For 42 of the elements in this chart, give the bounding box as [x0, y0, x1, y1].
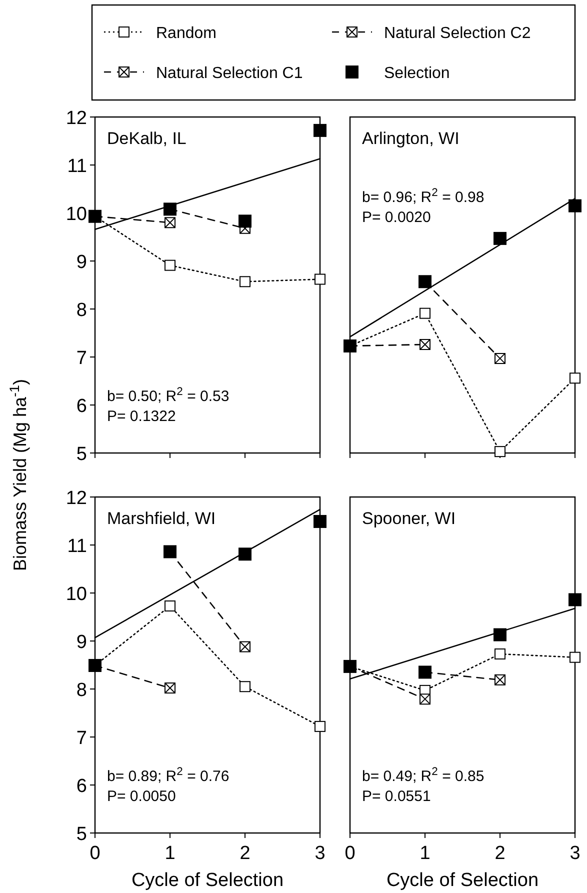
y-tick-label: 11	[67, 156, 87, 177]
x-tick-label: 2	[240, 843, 250, 864]
x-axis-title: Cycle of Selection	[386, 870, 539, 891]
text: DeKalb, IL	[107, 129, 186, 148]
y-tick-label: 5	[76, 444, 87, 465]
x-tick-label: 1	[420, 843, 430, 864]
y-tick-label: 12	[66, 108, 87, 129]
annotation: P= 0.1322	[107, 408, 176, 425]
x-tick-label: 0	[90, 843, 100, 864]
legend-label: Random	[156, 25, 216, 42]
y-tick-label: 5	[76, 824, 87, 845]
y-tick-label: 9	[76, 252, 87, 273]
annotation: b= 0.96; R$^{2}$ = 0.98	[362, 187, 484, 206]
y-tick-label: 10	[66, 584, 87, 605]
annotation: P= 0.0020	[362, 209, 431, 226]
x-tick-label: 2	[494, 843, 506, 864]
legend-label: Natural Selection C1	[156, 65, 303, 82]
annotation: P= 0.0050	[107, 788, 176, 805]
y-tick-label: 6	[76, 396, 87, 417]
y-tick-label: 9	[76, 632, 87, 653]
x-tick-label: 0	[344, 843, 356, 864]
annotation: b= 0.89; R$^{2}$ = 0.76	[107, 766, 230, 785]
y-tick-label: 7	[76, 348, 87, 369]
x-axis-title: Cycle of Selection	[131, 870, 284, 891]
x-tick-label: 3	[314, 843, 326, 864]
annotation: b= 0.49; R$^{2}$ = 0.85	[362, 766, 484, 785]
annotation: P= 0.0551	[362, 788, 431, 805]
text: Marshfield, WI	[107, 509, 216, 528]
y-tick-label: 12	[66, 488, 87, 509]
legend-label: Natural Selection C2	[384, 25, 531, 42]
y-tick-label: 8	[76, 300, 87, 321]
text: Spooner, WI	[362, 509, 456, 528]
y-tick-label: 10	[66, 204, 87, 225]
y-tick-label: 6	[76, 776, 87, 797]
y-tick-label: 11	[67, 536, 87, 557]
x-tick-label: 3	[570, 843, 580, 864]
y-tick-label: 8	[76, 680, 87, 701]
legend-label: Selection	[384, 65, 450, 82]
annotation: b= 0.50; R$^{2}$ = 0.53	[107, 386, 230, 405]
text: Arlington, WI	[362, 129, 460, 148]
y-tick-label: 7	[76, 728, 87, 749]
x-tick-label: 1	[164, 843, 176, 864]
